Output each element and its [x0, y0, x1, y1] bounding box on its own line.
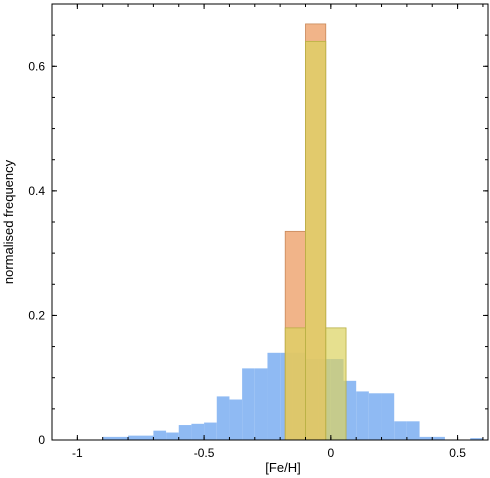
- bar-blue-10: [254, 368, 268, 440]
- bar-yellow-2: [325, 327, 347, 441]
- y-tick-label-1: 0.2: [28, 308, 45, 322]
- bar-blue-23: [419, 436, 433, 440]
- bar-blue-22: [406, 421, 420, 440]
- bar-blue-2: [153, 430, 167, 440]
- y-tick-label-2: 0.4: [28, 184, 45, 198]
- x-tick-label-1: -0.5: [194, 446, 215, 460]
- x-axis-label: [Fe/H]: [265, 460, 300, 475]
- bar-yellow-1: [305, 40, 327, 441]
- bar-blue-6: [204, 422, 217, 440]
- bar-blue-4: [178, 425, 192, 440]
- x-tick-label-3: 0.5: [449, 446, 466, 460]
- bar-blue-27: [470, 438, 483, 440]
- series-yellow-bars: [284, 40, 347, 441]
- bar-blue-3: [166, 432, 179, 440]
- bar-blue-8: [229, 399, 243, 440]
- x-tick-label-2: 0: [327, 446, 334, 460]
- bar-yellow-0: [284, 327, 306, 441]
- y-axis-label: normalised frequency: [1, 159, 16, 284]
- bar-blue-1: [128, 435, 154, 440]
- bar-blue-20: [381, 393, 395, 440]
- bar-blue-5: [191, 423, 205, 440]
- y-tick-label-0: 0: [38, 433, 45, 447]
- bar-blue-0: [102, 436, 129, 440]
- bar-blue-24: [432, 436, 445, 440]
- bar-blue-18: [356, 391, 369, 440]
- x-tick-label-0: -1: [72, 446, 83, 460]
- bar-blue-17: [343, 380, 357, 440]
- x-axis-ticks: -1 -0.5 0 0.5: [72, 4, 484, 460]
- y-axis-ticks: 0 0.2 0.4 0.6: [28, 3, 488, 447]
- bar-blue-19: [368, 393, 382, 440]
- bar-blue-9: [242, 368, 255, 440]
- bar-blue-11: [267, 352, 281, 440]
- y-tick-label-3: 0.6: [28, 59, 45, 73]
- bar-blue-21: [394, 421, 407, 440]
- bar-blue-7: [216, 396, 230, 440]
